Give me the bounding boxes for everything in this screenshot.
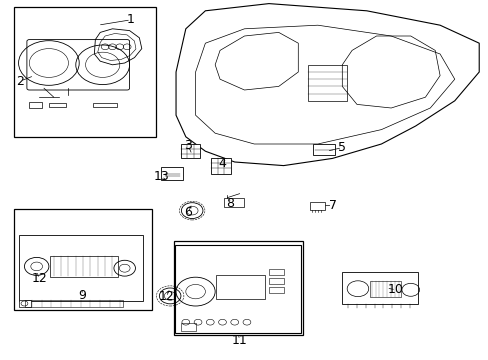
Bar [93, 103, 117, 107]
Bar [19, 300, 31, 307]
Bar [369, 281, 401, 297]
Bar [50, 256, 118, 277]
Bar [211, 158, 230, 174]
Bar [216, 275, 264, 299]
Bar [312, 144, 334, 155]
Bar [173, 241, 303, 335]
Text: 12: 12 [31, 273, 47, 285]
Text: 12: 12 [158, 291, 174, 303]
Polygon shape [176, 4, 478, 166]
Text: 7: 7 [328, 199, 336, 212]
Bar [19, 235, 143, 301]
Bar [268, 278, 283, 284]
Bar [181, 144, 200, 158]
Bar [49, 103, 66, 107]
Bar [309, 202, 324, 210]
Bar [307, 65, 346, 101]
Text: 9: 9 [78, 289, 86, 302]
Text: 1: 1 [127, 13, 135, 26]
Text: 4: 4 [218, 157, 226, 170]
Bar [268, 287, 283, 293]
Text: 5: 5 [338, 141, 346, 154]
Bar [29, 102, 41, 108]
Text: 2: 2 [17, 75, 24, 87]
Text: 10: 10 [387, 283, 403, 296]
Bar [161, 167, 183, 180]
Text: 6: 6 [184, 206, 192, 219]
Bar [14, 7, 156, 137]
Bar [268, 269, 283, 275]
Bar [224, 198, 243, 207]
Bar [14, 209, 151, 310]
Text: 11: 11 [231, 334, 247, 347]
Text: 13: 13 [153, 170, 169, 183]
Bar [175, 245, 301, 333]
Bar [181, 323, 195, 331]
Bar [342, 272, 417, 304]
Text: 8: 8 [225, 197, 233, 210]
Bar [25, 300, 123, 307]
Text: 3: 3 [184, 139, 192, 152]
